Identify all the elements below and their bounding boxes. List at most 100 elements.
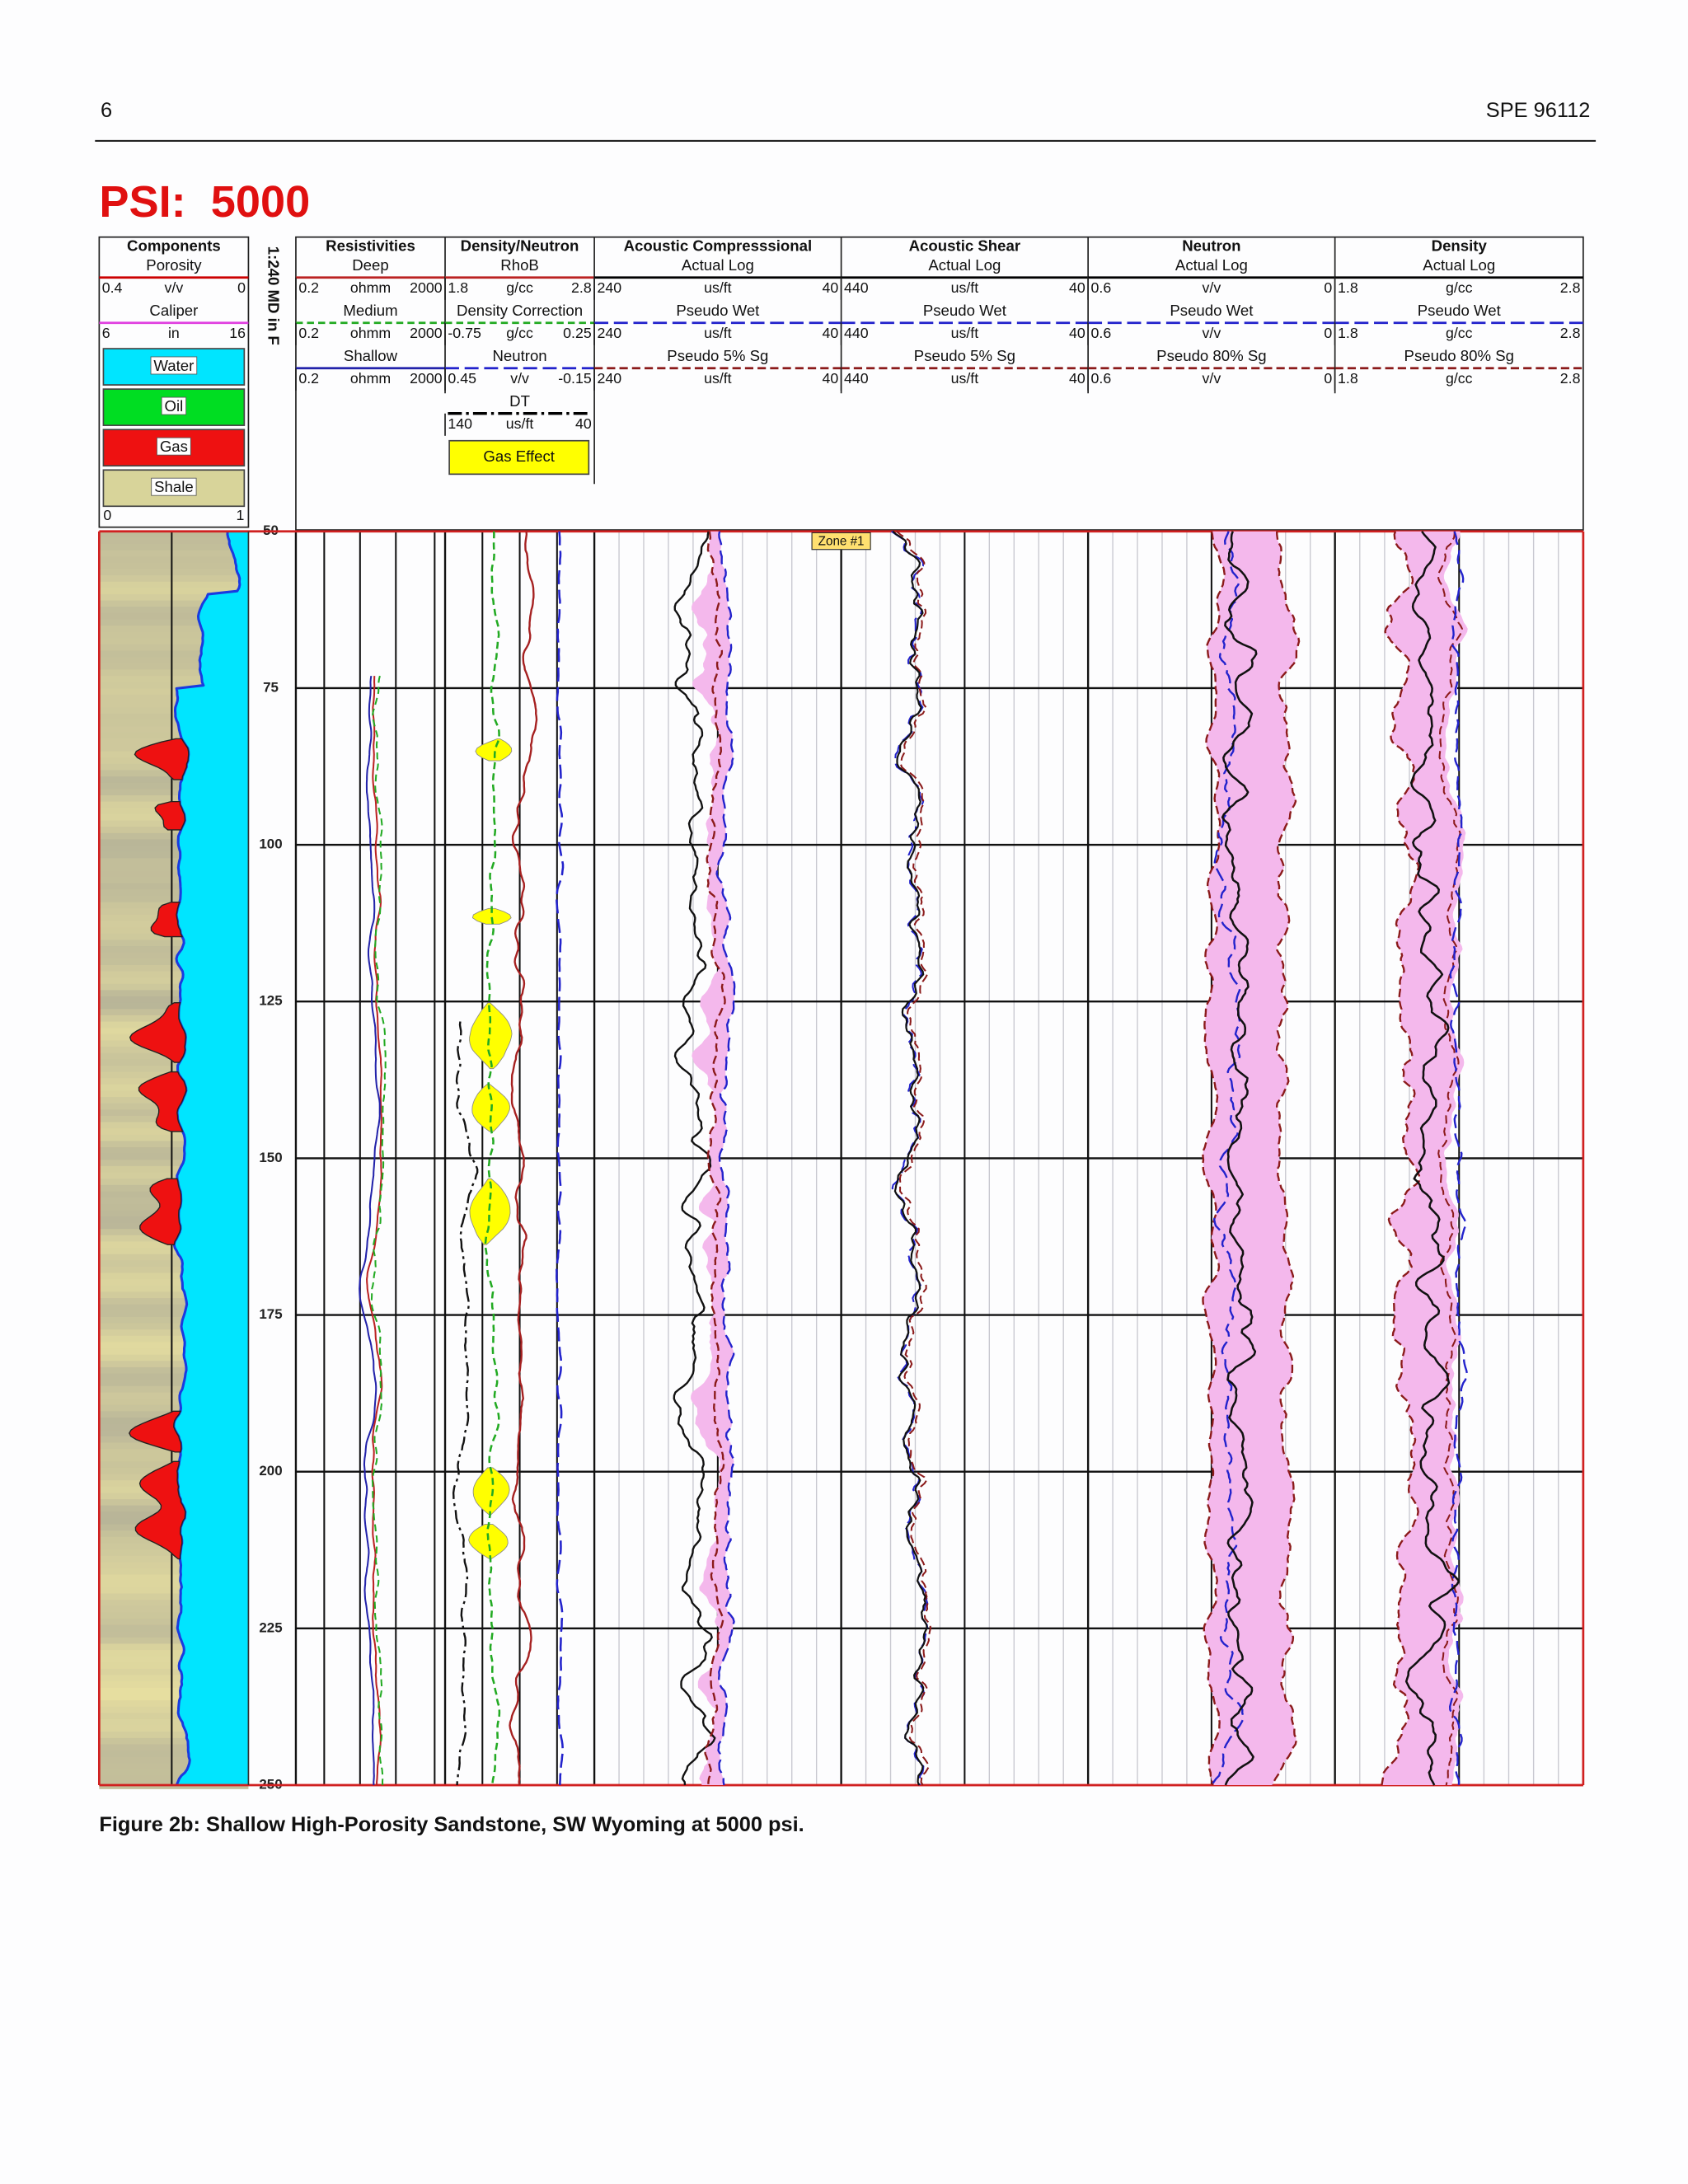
gas-effect-swatch [448,439,590,476]
gas-fill [129,1001,186,1063]
shale-band [99,581,249,589]
shale-band [99,870,249,879]
curve-name: Density Correction [457,302,583,319]
acoustic-actual [673,531,716,1786]
lithology-label: Oil [165,397,184,415]
scale-left: 440 [844,279,869,296]
scale-right: 40 [822,279,838,296]
gas-fill [134,738,190,780]
shale-band [99,1279,249,1286]
depth-tick-label: 200 [259,1463,282,1479]
shale-band [99,1160,249,1167]
shale-band [99,1404,249,1413]
shale-band [99,1744,249,1752]
shale-band [99,1605,249,1614]
track-title: Density [1432,237,1488,254]
scale-right: 40 [575,415,592,432]
scale-left: 6 [102,325,110,341]
track-title: Resistivities [326,237,415,254]
shale-band [99,638,249,645]
resistivity-deep [366,676,383,1786]
curve-name: Shallow [344,347,398,364]
shale-band [99,1285,249,1293]
lithology-label-bg [151,477,197,496]
shale-band [99,1316,249,1324]
shale-band [99,1687,249,1695]
lithology-scale-right: 1 [236,507,244,523]
gas-effect-fill [475,738,513,762]
shale-band [99,1732,249,1739]
shale-band [99,1581,249,1588]
curve-name: Neutron [492,347,546,364]
water-fill [173,531,249,1786]
gas-effect-fill [471,907,512,925]
shale-band [99,663,249,671]
scale-left: 0.6 [1091,279,1112,296]
shale-band [99,1455,249,1463]
shale-band [99,946,249,954]
lithology-label: Water [153,357,194,374]
shale-band [99,832,249,841]
shale-band [99,562,249,570]
shale-band [99,607,249,614]
shale-band [99,657,249,664]
depth-tick-label: 225 [259,1619,282,1635]
scale-unit: v/v [1203,279,1221,296]
curve-name: Actual Log [682,256,754,274]
scale-right: 2.8 [571,279,592,296]
shale-band [99,846,249,853]
gas-effect-fill [472,1467,510,1516]
scale-right: 2000 [410,370,443,387]
shale-band [99,719,249,728]
curve-name: Caliper [149,302,198,319]
shale-band [99,556,249,564]
curve-name: Actual Log [1175,256,1248,274]
scale-left: 240 [597,279,621,296]
scale-right: 0 [237,279,246,296]
scale-right: 2.8 [1560,279,1581,296]
shale-band [99,1637,249,1645]
shale-band [99,713,249,721]
curve-name: DT [509,392,530,410]
shale-band [99,732,249,740]
scale-left: 1.8 [1338,325,1358,341]
depth-tick-label: 100 [259,837,282,852]
shale-band [99,694,249,702]
gas-fill [150,901,184,938]
shale-band [99,1618,249,1626]
shale-band [99,1643,249,1652]
shear-gas [896,530,932,1786]
curve-name: Pseudo Wet [1170,302,1254,319]
scale-right: 40 [1069,325,1085,341]
shale-band [99,789,249,797]
curve-name: Actual Log [928,256,1001,274]
shale-band [99,569,249,577]
scale-unit: g/cc [506,325,533,341]
lithology-label-bg [157,437,191,456]
shale-band [99,1675,249,1683]
lithology-scale-left: 0 [103,507,111,523]
shale-band [99,1380,249,1387]
lithology-label-bg [161,396,187,415]
shale-band [99,676,249,683]
scale-right: 40 [1069,279,1085,296]
scale-right: 2.8 [1560,370,1581,387]
scale-left: 1.8 [1338,279,1358,296]
shale-band [99,1586,249,1595]
shale-band [99,996,249,1004]
dt-curve [452,1021,479,1786]
shale-band [99,1568,249,1576]
shear-actual [892,530,928,1786]
shale-band [99,1323,249,1331]
shale-band [99,688,249,696]
curve-name: Pseudo Wet [1418,302,1502,319]
gas-fill [138,1071,187,1132]
track-title: Acoustic Shear [909,237,1020,254]
scale-left: 0.6 [1091,370,1112,387]
components-header-box [98,236,250,528]
track-title: Neutron [1182,237,1240,254]
curve-name: Deep [352,256,389,274]
resistivity-medium [370,675,387,1786]
shale-band [99,575,249,583]
